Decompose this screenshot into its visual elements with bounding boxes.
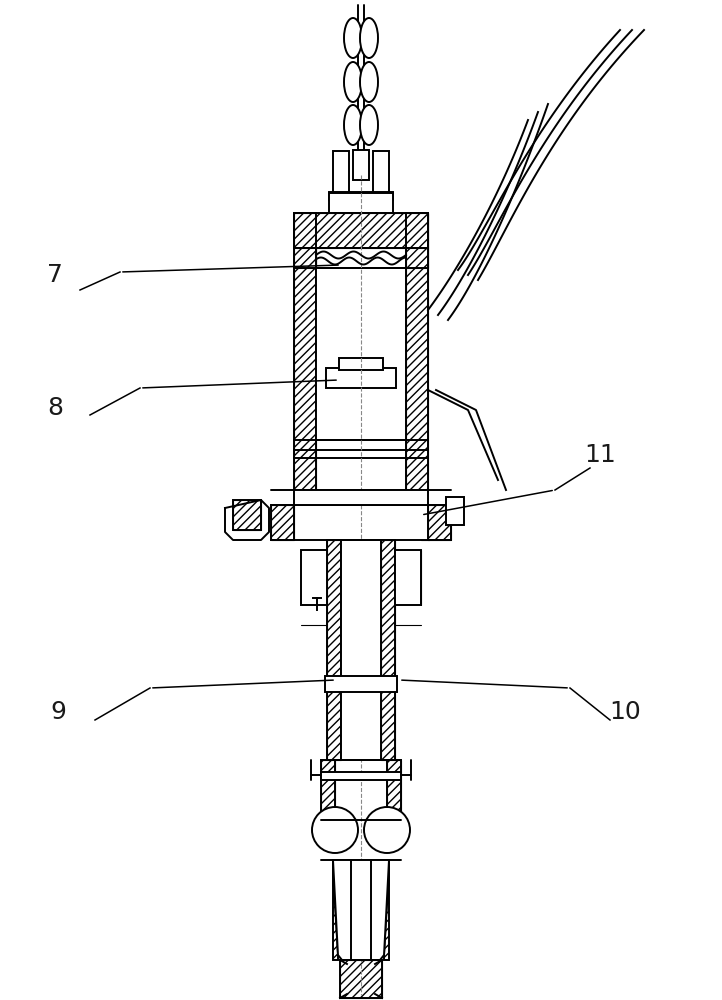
Ellipse shape — [344, 18, 362, 58]
Polygon shape — [333, 860, 338, 960]
Bar — [294, 213, 428, 248]
Bar — [294, 213, 316, 490]
Bar — [406, 213, 428, 490]
Text: 11: 11 — [584, 443, 616, 467]
Text: 8: 8 — [47, 396, 63, 420]
Ellipse shape — [344, 105, 362, 145]
Bar — [271, 505, 294, 540]
Bar — [294, 490, 428, 505]
Ellipse shape — [360, 62, 378, 102]
Bar — [406, 248, 428, 268]
Bar — [301, 550, 327, 605]
Bar — [294, 213, 428, 248]
Bar — [294, 213, 316, 490]
Polygon shape — [333, 860, 389, 960]
Bar — [353, 150, 369, 180]
Text: 9: 9 — [50, 700, 66, 724]
Bar — [387, 760, 401, 820]
Bar — [233, 500, 261, 530]
Bar — [233, 500, 261, 530]
Bar — [428, 505, 451, 540]
Bar — [339, 358, 383, 370]
Bar — [373, 151, 389, 193]
Bar — [329, 192, 393, 200]
Circle shape — [364, 807, 410, 853]
Bar — [271, 505, 294, 540]
Text: 10: 10 — [609, 700, 641, 724]
Bar — [316, 268, 406, 440]
Bar — [327, 540, 341, 760]
Bar — [321, 772, 401, 780]
Bar — [351, 860, 371, 960]
Bar — [381, 540, 395, 760]
Ellipse shape — [344, 62, 362, 102]
Bar — [333, 151, 349, 193]
Bar — [381, 540, 395, 760]
Bar — [387, 760, 401, 820]
Bar — [294, 248, 316, 268]
Ellipse shape — [360, 18, 378, 58]
Bar — [340, 960, 382, 998]
Bar — [326, 368, 396, 388]
Bar — [395, 550, 421, 605]
Bar — [329, 193, 393, 213]
Bar — [341, 540, 381, 760]
Bar — [321, 760, 335, 820]
Bar — [406, 213, 428, 490]
Text: 7: 7 — [47, 263, 63, 287]
Bar — [325, 676, 397, 692]
Bar — [340, 960, 382, 998]
Bar — [321, 760, 335, 820]
Bar — [428, 505, 451, 540]
Bar — [327, 540, 341, 760]
Bar — [446, 497, 464, 525]
Circle shape — [312, 807, 358, 853]
Ellipse shape — [360, 105, 378, 145]
Polygon shape — [384, 860, 389, 960]
